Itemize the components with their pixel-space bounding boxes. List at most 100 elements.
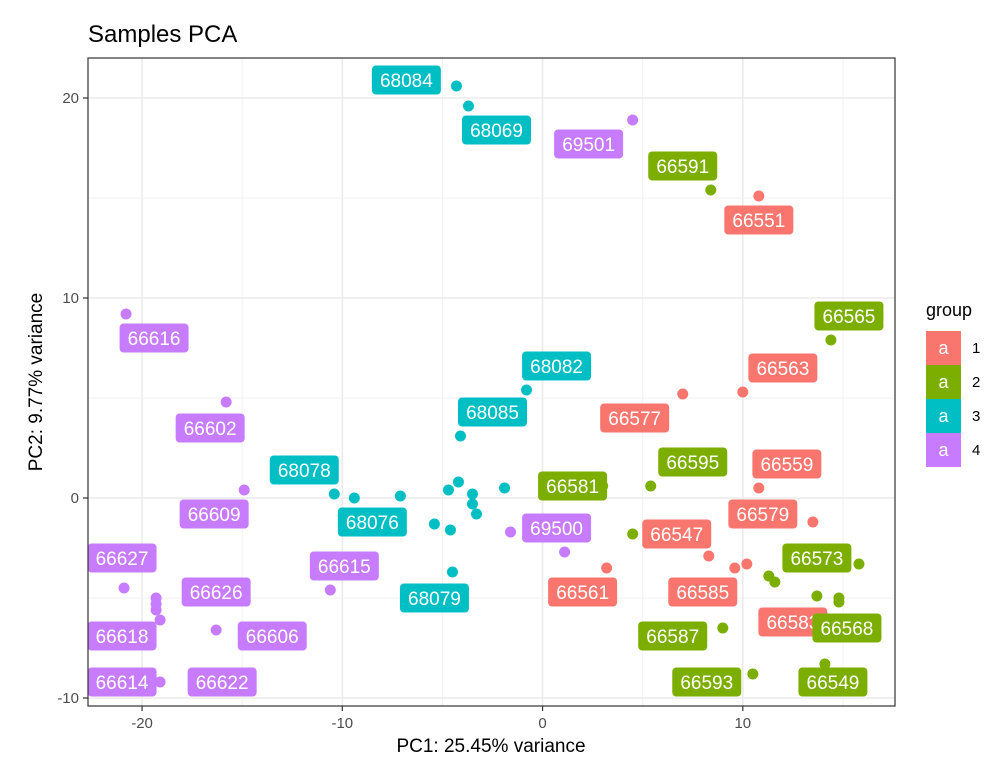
point-label-box bbox=[269, 455, 339, 485]
point-label-box bbox=[728, 499, 798, 529]
point-label-box bbox=[175, 413, 245, 443]
data-point bbox=[833, 596, 845, 608]
point-label: 68085 bbox=[466, 403, 519, 424]
point-label-box bbox=[672, 667, 742, 697]
data-point bbox=[741, 558, 753, 570]
point-label: 66585 bbox=[676, 583, 729, 604]
data-point bbox=[118, 582, 130, 594]
data-point bbox=[444, 524, 456, 536]
point-label-box bbox=[181, 577, 251, 607]
point-label-box bbox=[648, 151, 718, 181]
data-point bbox=[394, 490, 406, 502]
data-point bbox=[120, 308, 132, 320]
point-label: 66551 bbox=[732, 211, 785, 232]
x-tick-label: 0 bbox=[538, 715, 546, 732]
point-label-box bbox=[87, 543, 157, 573]
point-label-box bbox=[642, 519, 712, 549]
x-tick-label: 10 bbox=[734, 715, 751, 732]
legend-label: 4 bbox=[972, 442, 980, 459]
data-point bbox=[853, 558, 865, 570]
point-label: 66626 bbox=[190, 583, 243, 604]
point-label-box bbox=[371, 65, 441, 95]
data-labels: 66551 66563 66577 66559 66579 66547 66561 66585… bbox=[87, 65, 884, 697]
y-tick-label: -10 bbox=[57, 690, 79, 707]
y-tick-label: 20 bbox=[62, 90, 79, 107]
point-label-box bbox=[638, 621, 708, 651]
legend-label: 3 bbox=[972, 408, 980, 425]
point-label: 66559 bbox=[760, 455, 813, 476]
data-point bbox=[446, 566, 458, 578]
data-point bbox=[705, 184, 717, 196]
data-point bbox=[769, 576, 781, 588]
point-label-box bbox=[758, 607, 828, 637]
point-label-box bbox=[538, 471, 608, 501]
point-label: 66606 bbox=[246, 627, 299, 648]
y-axis-title: PC2: 9.77% variance bbox=[26, 293, 47, 472]
point-label: 68076 bbox=[346, 513, 399, 534]
point-label: 68078 bbox=[278, 461, 331, 482]
data-point bbox=[627, 114, 639, 126]
data-point bbox=[601, 562, 613, 574]
legend-key-glyph: a bbox=[938, 440, 949, 460]
data-point bbox=[717, 622, 729, 634]
point-label-box bbox=[798, 667, 868, 697]
chart-title: Samples PCA bbox=[88, 21, 237, 48]
point-label: 66595 bbox=[666, 453, 719, 474]
point-label: 66581 bbox=[546, 477, 599, 498]
point-label: 66614 bbox=[96, 673, 149, 694]
data-point bbox=[747, 668, 759, 680]
point-label-box bbox=[309, 551, 379, 581]
point-label: 66609 bbox=[188, 505, 241, 526]
data-point bbox=[324, 584, 336, 596]
legend-label: 1 bbox=[972, 340, 980, 357]
point-label-box bbox=[812, 613, 882, 643]
legend: group a 1 a 2 a 3 a 4 bbox=[926, 300, 980, 467]
point-label-box bbox=[87, 667, 157, 697]
y-tick-label: 0 bbox=[71, 490, 79, 507]
point-label-box bbox=[237, 621, 307, 651]
point-label: 69500 bbox=[530, 519, 583, 540]
data-point bbox=[703, 550, 715, 562]
data-point bbox=[466, 498, 478, 510]
point-label: 66602 bbox=[184, 419, 237, 440]
point-label: 69501 bbox=[562, 135, 615, 156]
point-label: 68079 bbox=[408, 589, 461, 610]
data-point bbox=[807, 516, 819, 528]
point-label-box bbox=[87, 621, 157, 651]
data-point bbox=[521, 384, 533, 396]
point-label-box bbox=[748, 353, 818, 383]
data-point bbox=[627, 528, 639, 540]
point-label: 66616 bbox=[128, 329, 181, 350]
legend-title: group bbox=[926, 300, 972, 320]
data-point bbox=[154, 614, 166, 626]
point-label-box bbox=[187, 667, 257, 697]
point-label-box bbox=[668, 577, 738, 607]
data-point bbox=[677, 388, 689, 400]
point-label: 66579 bbox=[736, 505, 789, 526]
data-point bbox=[825, 334, 837, 346]
point-label-box bbox=[600, 403, 670, 433]
point-label-box bbox=[752, 449, 822, 479]
point-label: 66583 bbox=[766, 613, 819, 634]
point-label: 66568 bbox=[821, 619, 874, 640]
point-label-box bbox=[119, 323, 189, 353]
point-label: 66622 bbox=[196, 673, 249, 694]
legend-key-glyph: a bbox=[938, 406, 949, 426]
point-label: 66549 bbox=[807, 673, 860, 694]
legend-key bbox=[926, 365, 961, 399]
grid-lines bbox=[88, 58, 895, 706]
point-label: 66615 bbox=[318, 557, 371, 578]
data-point bbox=[466, 488, 478, 500]
data-point bbox=[150, 604, 162, 616]
legend-key bbox=[926, 331, 961, 365]
point-label: 68069 bbox=[470, 121, 523, 142]
data-point bbox=[428, 518, 440, 530]
panel-border bbox=[87, 57, 896, 707]
point-label-box bbox=[548, 577, 618, 607]
data-point bbox=[729, 562, 741, 574]
legend-label: 2 bbox=[972, 374, 980, 391]
point-label-box bbox=[462, 115, 532, 145]
point-label-box bbox=[337, 507, 407, 537]
point-label: 66587 bbox=[646, 627, 699, 648]
